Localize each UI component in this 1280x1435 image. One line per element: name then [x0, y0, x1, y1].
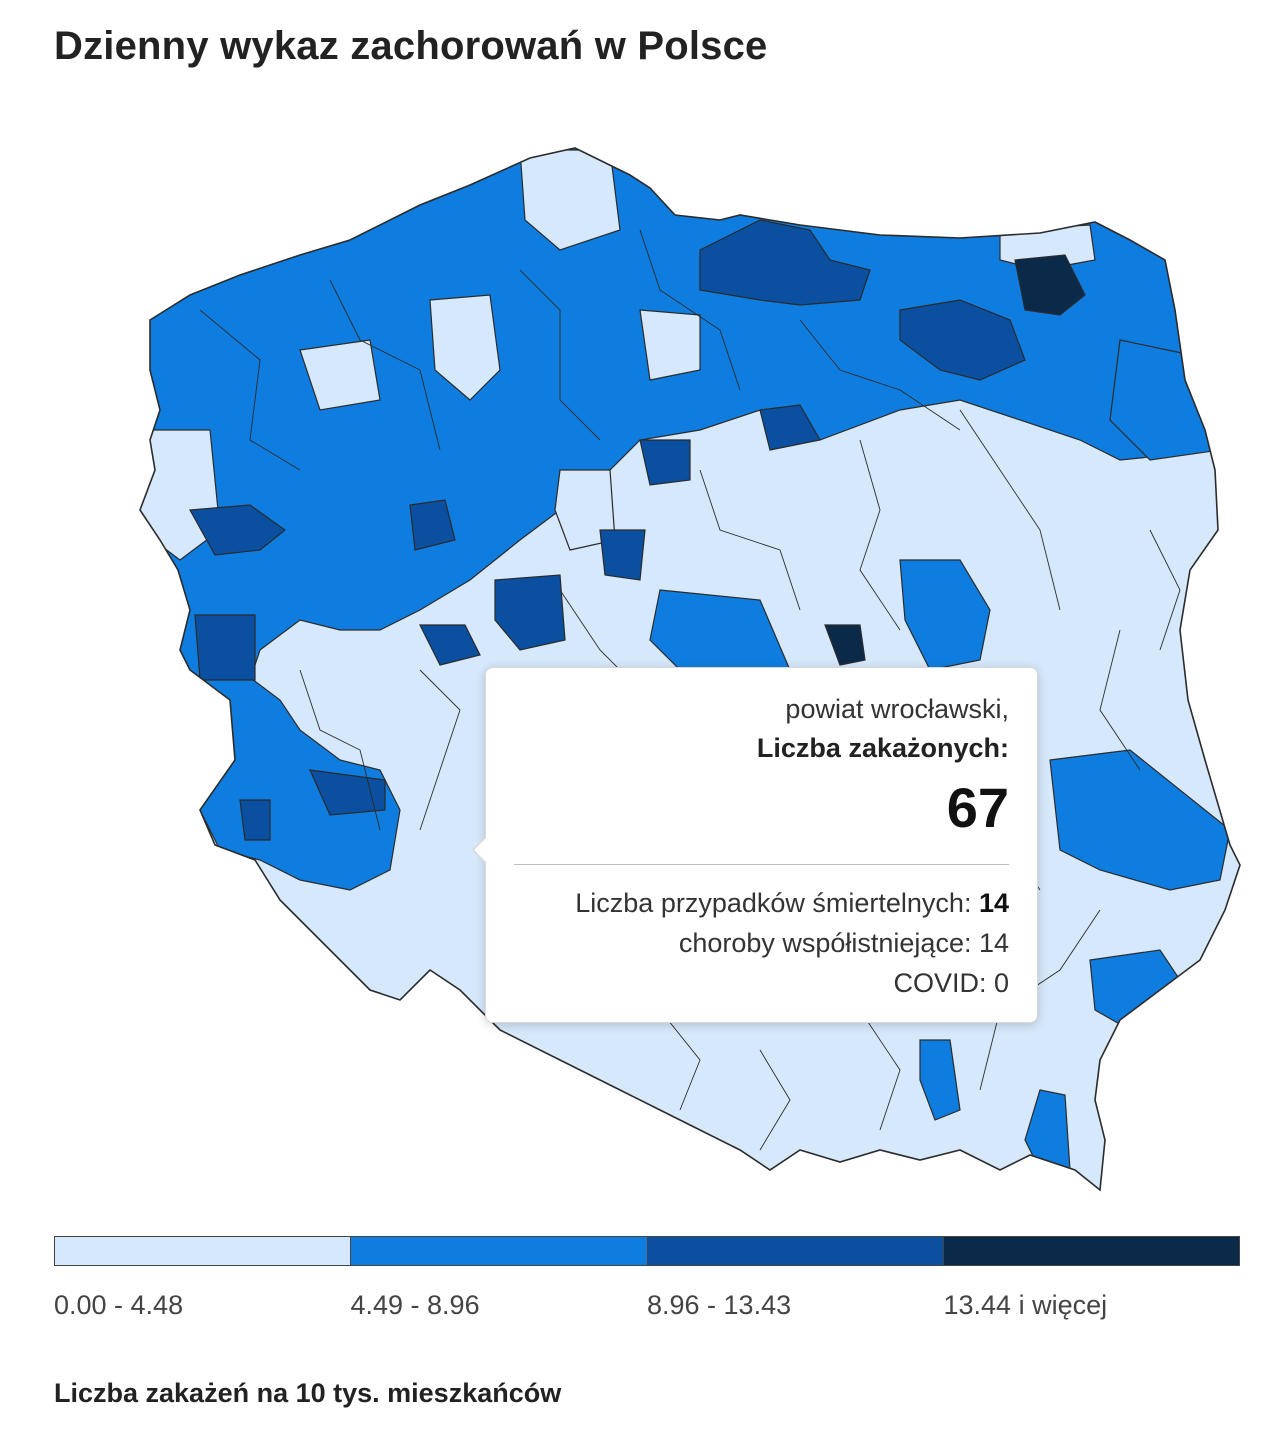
- tooltip-covid-row: COVID: 0: [893, 968, 1009, 998]
- region-dark-mid[interactable]: [759, 404, 821, 451]
- legend-swatch-1: [351, 1237, 648, 1265]
- legend-label-0: 0.00 - 4.48: [54, 1290, 184, 1320]
- region-darkest-warsaw[interactable]: [824, 624, 866, 666]
- region-light-4[interactable]: [299, 339, 381, 411]
- region-tooltip: powiat wrocławski, Liczba zakażonych: 67…: [472, 667, 1038, 1023]
- tooltip-infected-label: Liczba zakażonych:: [756, 733, 1009, 763]
- legend-swatch-0: [55, 1237, 352, 1265]
- tooltip-region-name: powiat wrocławski,: [785, 694, 1009, 724]
- region-dark-lubusz[interactable]: [189, 504, 286, 556]
- region-dark-walbrzych[interactable]: [309, 769, 386, 816]
- region-darkest-suwalki[interactable]: [1014, 254, 1086, 316]
- legend-swatch-2: [647, 1237, 944, 1265]
- region-dark-mid2[interactable]: [599, 529, 646, 581]
- region-carpathian-1[interactable]: [919, 1039, 961, 1121]
- map-svg[interactable]: [0, 110, 1280, 1220]
- legend-color-bar: [54, 1236, 1240, 1266]
- tooltip-deaths-row: Liczba przypadków śmiertelnych: 14: [514, 883, 1009, 923]
- tooltip-comorbid-row: choroby współistniejące: 14: [678, 928, 1009, 958]
- legend-label-1: 4.49 - 8.96: [350, 1290, 480, 1320]
- tooltip-deaths-value: 14: [978, 888, 1009, 918]
- region-dark-ostrow[interactable]: [419, 624, 481, 666]
- legend-label-3: 13.44 i więcej: [943, 1290, 1108, 1320]
- page-title: Dzienny wykaz zachorowań w Polsce: [54, 24, 768, 68]
- region-mazovia-blue[interactable]: [899, 559, 991, 671]
- map-regions[interactable]: [0, 110, 1280, 1220]
- tooltip-deaths-label: Liczba przypadków śmiertelnych:: [575, 888, 979, 918]
- region-light-1[interactable]: [429, 294, 501, 401]
- tooltip-infected-value: 67: [946, 776, 1009, 839]
- region-light-6[interactable]: [639, 309, 701, 381]
- region-dark-wielkopolska[interactable]: [494, 574, 566, 651]
- region-dark-kujawy[interactable]: [639, 439, 691, 486]
- legend-label-2: 8.96 - 13.43: [647, 1290, 792, 1320]
- region-dark-jelenia[interactable]: [239, 799, 271, 841]
- region-dark-pozn[interactable]: [409, 499, 456, 551]
- poland-choropleth-map[interactable]: [0, 110, 1280, 1220]
- legend-caption: Liczba zakażeń na 10 tys. mieszkańców: [54, 1378, 562, 1408]
- region-lublin-east[interactable]: [1049, 749, 1231, 891]
- region-dark-podlasie[interactable]: [899, 299, 1026, 381]
- region-dark-west[interactable]: [194, 614, 256, 681]
- legend-labels: 0.00 - 4.48 4.49 - 8.96 8.96 - 13.43 13.…: [54, 1290, 1240, 1321]
- region-dark-warmia[interactable]: [699, 219, 871, 306]
- legend-swatch-3: [943, 1237, 1239, 1265]
- tooltip-divider: [514, 864, 1009, 865]
